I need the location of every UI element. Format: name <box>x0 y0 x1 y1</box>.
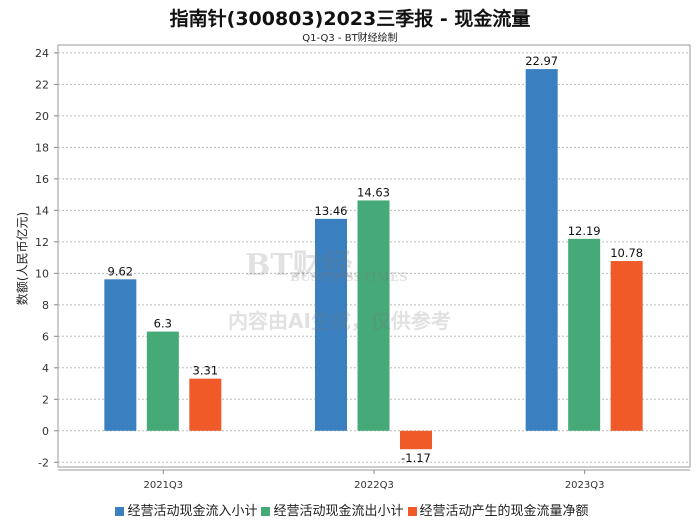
x-tick-label: 2023Q3 <box>565 480 605 491</box>
y-tick-label: 20 <box>35 110 49 123</box>
data-label: 9.62 <box>108 264 134 278</box>
y-tick-label: 6 <box>42 330 49 343</box>
y-tick-label: 14 <box>35 204 49 217</box>
bar <box>146 331 179 431</box>
y-tick-label: 24 <box>35 47 49 60</box>
chart-subtitle: Q1-Q3 - BT财经绘制 <box>302 33 398 44</box>
bar <box>104 279 137 431</box>
legend-swatch <box>261 507 271 516</box>
y-tick-label: 22 <box>35 78 49 91</box>
y-tick-label: 4 <box>42 362 49 375</box>
watermark-logo-sub: BUSINESSTIMES <box>290 270 408 284</box>
bar <box>315 218 347 431</box>
legend-swatch <box>407 507 417 516</box>
watermark-notice: 内容由AI生成，仅供参考 <box>228 309 451 333</box>
data-label: 14.63 <box>357 185 390 199</box>
y-tick-label: 18 <box>35 141 49 154</box>
y-tick-label: 12 <box>35 236 49 249</box>
bar <box>189 378 222 431</box>
data-label: -1.17 <box>401 451 431 465</box>
bar <box>568 238 601 431</box>
y-tick-label: 16 <box>35 173 49 186</box>
x-tick-label: 2022Q3 <box>354 480 394 491</box>
bar <box>525 69 558 431</box>
legend-label: 经营活动现金流出小计 <box>273 504 404 519</box>
data-label: 3.31 <box>193 364 219 378</box>
legend-swatch <box>115 507 125 516</box>
chart-title: 指南针(300803)2023三季报 - 现金流量 <box>169 8 531 30</box>
bar <box>357 200 390 431</box>
bar <box>610 261 643 431</box>
data-label: 12.19 <box>568 224 601 238</box>
legend: 经营活动现金流入小计 经营活动现金流出小计 经营活动产生的现金流量净额 <box>0 500 700 519</box>
y-tick-label: 10 <box>35 267 49 280</box>
y-tick-label: -2 <box>38 456 49 469</box>
x-tick-label: 2021Q3 <box>143 480 183 491</box>
data-label: 13.46 <box>315 204 348 218</box>
y-tick-label: 2 <box>42 393 49 406</box>
y-tick-label: 8 <box>42 299 49 312</box>
legend-label: 经营活动现金流入小计 <box>127 504 258 519</box>
watermark-logo: BT财经 <box>245 248 353 283</box>
legend-label: 经营活动产生的现金流量净额 <box>419 504 589 519</box>
data-label: 6.3 <box>154 317 172 331</box>
plot-frame <box>57 44 691 468</box>
bar <box>400 430 432 450</box>
y-tick-label: 0 <box>42 425 49 438</box>
data-label: 22.97 <box>525 54 558 68</box>
data-label: 10.78 <box>610 246 643 260</box>
